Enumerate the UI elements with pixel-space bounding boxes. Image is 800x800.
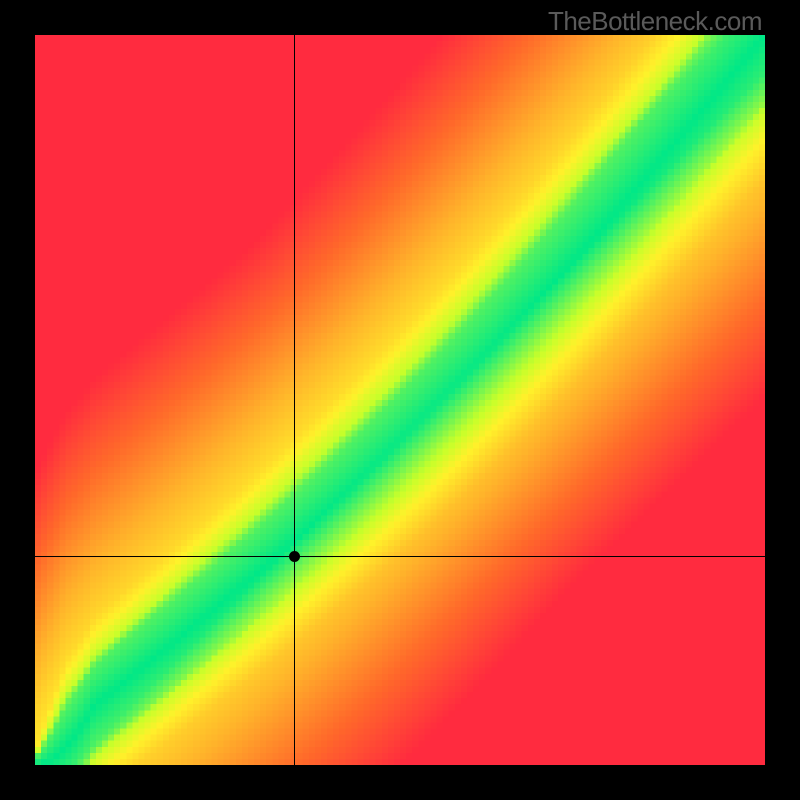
chart-container: TheBottleneck.com	[0, 0, 800, 800]
bottleneck-heatmap	[35, 35, 765, 765]
watermark-text: TheBottleneck.com	[548, 6, 762, 37]
crosshair-horizontal	[35, 556, 765, 557]
crosshair-vertical	[294, 35, 295, 765]
